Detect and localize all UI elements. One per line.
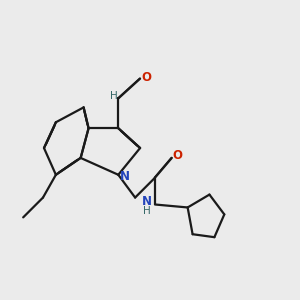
Text: O: O	[173, 149, 183, 162]
Text: H: H	[143, 206, 151, 216]
Text: O: O	[141, 71, 151, 84]
Text: H: H	[110, 91, 118, 101]
Text: N: N	[142, 195, 152, 208]
Text: N: N	[120, 170, 130, 183]
